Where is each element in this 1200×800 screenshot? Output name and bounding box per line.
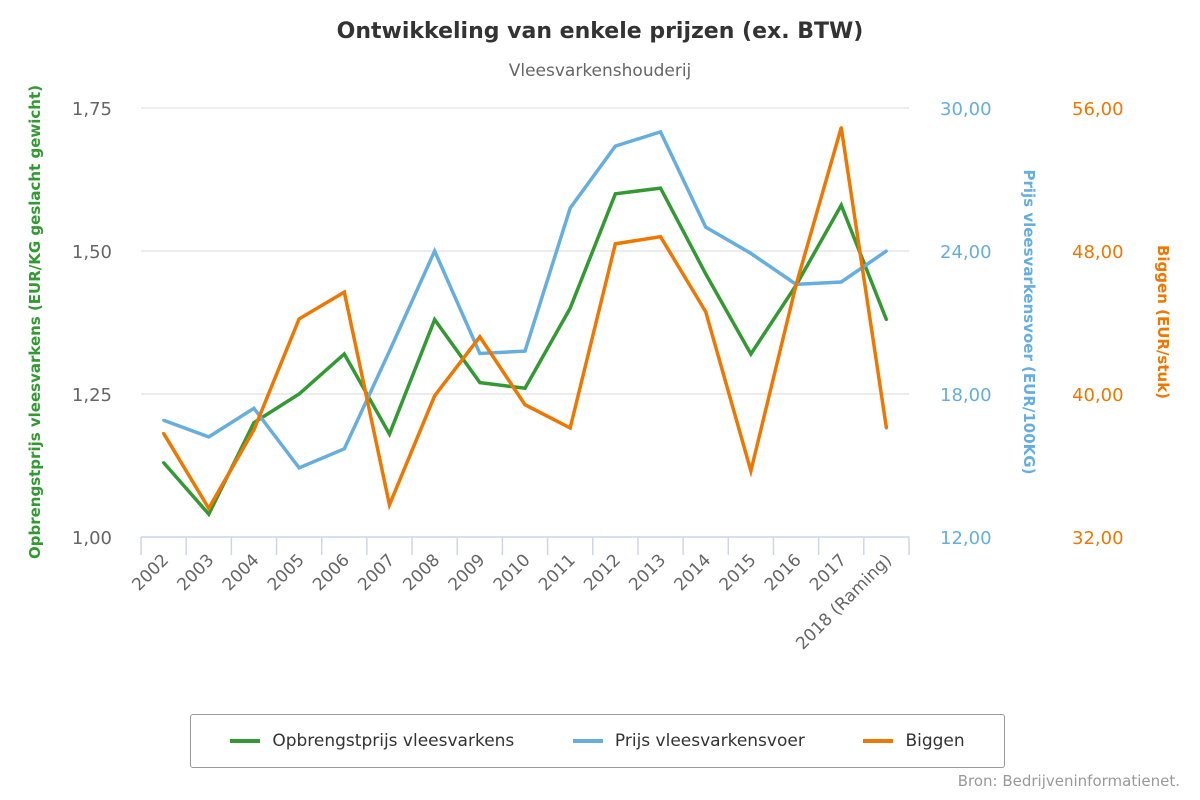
data-point bbox=[794, 283, 798, 287]
y-tick-label: 40,00 bbox=[1072, 385, 1124, 406]
data-point bbox=[297, 317, 301, 321]
y-axis-title-right: Prijs vleesvarkensvoer (EUR/100KG) bbox=[1020, 170, 1038, 475]
legend-label: Biggen bbox=[905, 731, 965, 751]
data-point bbox=[749, 251, 753, 255]
series-lines bbox=[162, 126, 889, 518]
y-axis-title-right-outer: Biggen (EUR/stuk) bbox=[1154, 245, 1172, 399]
data-point bbox=[207, 512, 211, 516]
data-point bbox=[839, 203, 843, 207]
y-tick-label: 32,00 bbox=[1072, 528, 1124, 549]
y-tick-label: 24,00 bbox=[940, 242, 992, 263]
x-tick-label: 2014 bbox=[671, 550, 716, 595]
x-tick-label: 2009 bbox=[445, 550, 490, 595]
x-tick-label: 2011 bbox=[535, 550, 580, 595]
data-point bbox=[613, 144, 617, 148]
chart-subtitle: Vleesvarkenshouderij bbox=[509, 61, 692, 81]
data-point bbox=[297, 392, 301, 396]
data-point bbox=[523, 386, 527, 390]
data-point bbox=[839, 280, 843, 284]
data-point bbox=[387, 349, 391, 353]
data-point bbox=[704, 310, 708, 314]
x-tick-label: 2005 bbox=[264, 550, 309, 595]
data-point bbox=[387, 503, 391, 507]
x-tick-label: 2004 bbox=[219, 550, 264, 595]
data-point bbox=[162, 431, 166, 435]
data-point bbox=[162, 418, 166, 422]
data-point bbox=[478, 351, 482, 355]
data-point bbox=[297, 466, 301, 470]
data-point bbox=[342, 447, 346, 451]
y-axes: 1,00 1,25 1,50 1,75 12,00 18,00 24,00 30,00 32,0… bbox=[72, 99, 1124, 549]
y-tick-label: 30,00 bbox=[940, 99, 992, 120]
y-tick-label: 12,00 bbox=[940, 528, 992, 549]
data-point bbox=[342, 352, 346, 356]
data-point bbox=[884, 249, 888, 253]
data-point bbox=[884, 426, 888, 430]
legend: Opbrengstprijs vleesvarkens Prijs vleesv… bbox=[190, 714, 1005, 768]
x-tick-label: 2015 bbox=[716, 550, 761, 595]
legend-item-opbrengstprijs[interactable]: Opbrengstprijs vleesvarkens bbox=[230, 731, 514, 751]
data-point bbox=[704, 225, 708, 229]
x-tick-label: 2013 bbox=[625, 550, 670, 595]
chart-title: Ontwikkeling van enkele prijzen (ex. BTW… bbox=[337, 19, 864, 44]
data-point bbox=[659, 186, 663, 190]
x-tick-label: 2012 bbox=[580, 550, 625, 595]
data-point bbox=[478, 381, 482, 385]
data-point bbox=[342, 290, 346, 294]
legend-item-voer[interactable]: Prijs vleesvarkensvoer bbox=[572, 731, 805, 751]
x-tick-label: 2007 bbox=[354, 550, 399, 595]
y-tick-label: 56,00 bbox=[1072, 99, 1124, 120]
y-tick-label: 1,00 bbox=[72, 528, 112, 549]
y-tick-label: 48,00 bbox=[1072, 242, 1124, 263]
legend-label: Opbrengstprijs vleesvarkens bbox=[272, 731, 515, 751]
data-point bbox=[523, 403, 527, 407]
series-line-2 bbox=[162, 127, 889, 512]
data-point bbox=[749, 352, 753, 356]
source-credit: Bron: Bedrijveninformatienet. bbox=[957, 772, 1180, 790]
data-point bbox=[433, 394, 437, 398]
data-point bbox=[839, 126, 843, 130]
y-tick-label: 1,50 bbox=[72, 242, 112, 263]
y-tick-label: 1,75 bbox=[72, 99, 112, 120]
data-point bbox=[613, 192, 617, 196]
data-point bbox=[478, 335, 482, 339]
x-tick-label: 2002 bbox=[128, 550, 173, 595]
data-point bbox=[704, 272, 708, 276]
x-tick-label: 2003 bbox=[174, 550, 219, 595]
data-point bbox=[884, 318, 888, 322]
data-point bbox=[207, 506, 211, 510]
legend-label: Prijs vleesvarkensvoer bbox=[614, 731, 805, 751]
legend-swatch-green bbox=[230, 739, 261, 743]
data-point bbox=[613, 242, 617, 246]
data-point bbox=[659, 235, 663, 239]
data-point bbox=[252, 428, 256, 432]
x-tick-label: 2010 bbox=[490, 550, 535, 595]
series-line-1 bbox=[162, 129, 888, 471]
y-axis-title-left: Opbrengstprijs vleesvarkens (EUR/KG gesl… bbox=[26, 85, 44, 559]
data-point bbox=[433, 249, 437, 253]
legend-swatch-orange bbox=[863, 739, 894, 743]
data-point bbox=[387, 432, 391, 436]
x-axis: 2002 2003 2004 2005 2006 2007 2008 2009 2010 2011… bbox=[128, 536, 910, 654]
data-point bbox=[568, 306, 572, 310]
data-point bbox=[162, 461, 166, 465]
y-tick-label: 18,00 bbox=[940, 385, 992, 406]
data-point bbox=[568, 426, 572, 430]
data-point bbox=[252, 406, 256, 410]
data-point bbox=[207, 435, 211, 439]
y-tick-label: 1,25 bbox=[72, 385, 112, 406]
legend-swatch-blue bbox=[572, 739, 603, 743]
x-tick-label: 2016 bbox=[761, 550, 806, 595]
data-point bbox=[523, 349, 527, 353]
data-point bbox=[433, 318, 437, 322]
legend-item-biggen[interactable]: Biggen bbox=[863, 731, 965, 751]
data-point bbox=[568, 206, 572, 210]
x-tick-label: 2006 bbox=[309, 550, 354, 595]
data-point bbox=[659, 130, 663, 134]
data-point bbox=[749, 469, 753, 473]
x-tick-label: 2008 bbox=[399, 550, 444, 595]
